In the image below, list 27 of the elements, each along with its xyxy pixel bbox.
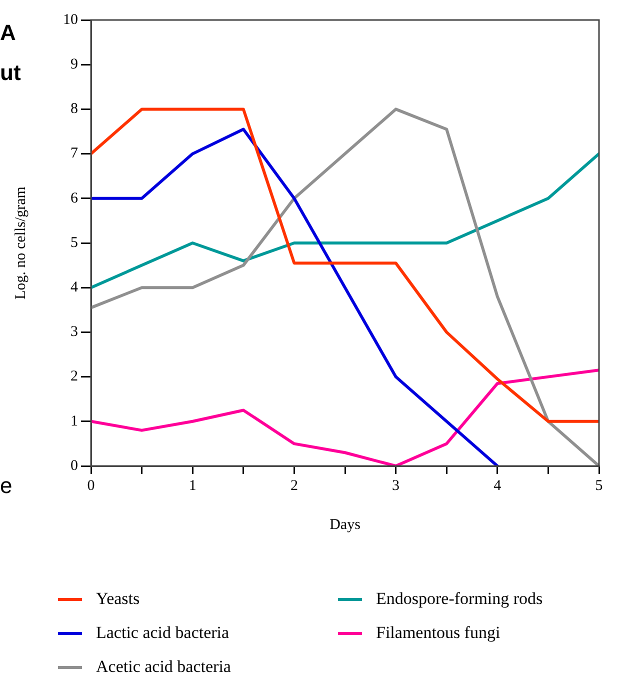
legend-label: Filamentous fungi — [376, 623, 500, 643]
text: e — [0, 473, 12, 499]
y-tick-label: 1 — [70, 413, 78, 430]
legend-label: Acetic acid bacteria — [96, 657, 231, 677]
y-tick-label: 6 — [70, 190, 78, 206]
legend-label: Lactic acid bacteria — [96, 623, 230, 643]
y-tick-label: 10 — [63, 12, 78, 28]
y-tick-label: 4 — [70, 280, 78, 296]
y-tick-label: 8 — [70, 101, 78, 118]
legend-label: Endospore-forming rods — [376, 589, 543, 609]
y-tick-label: 9 — [70, 56, 78, 73]
y-tick-label: 2 — [70, 368, 78, 385]
x-tick-label: 3 — [392, 478, 400, 494]
y-tick-label: 0 — [70, 458, 78, 474]
text: A — [0, 20, 16, 46]
y-axis-title: Log. no cells/gram — [12, 186, 29, 300]
x-tick-label: 4 — [494, 478, 502, 494]
legend-label: Yeasts — [96, 589, 140, 609]
x-tick-label: 0 — [87, 478, 95, 494]
y-tick-label: 5 — [70, 234, 78, 251]
text: ut — [0, 60, 21, 86]
x-tick-label: 1 — [188, 478, 196, 494]
y-tick-label: 7 — [70, 146, 78, 162]
x-tick-label: 5 — [595, 478, 603, 494]
x-axis-title: Days — [330, 516, 361, 533]
x-tick-label: 2 — [290, 478, 298, 494]
y-tick-label: 3 — [70, 324, 78, 340]
